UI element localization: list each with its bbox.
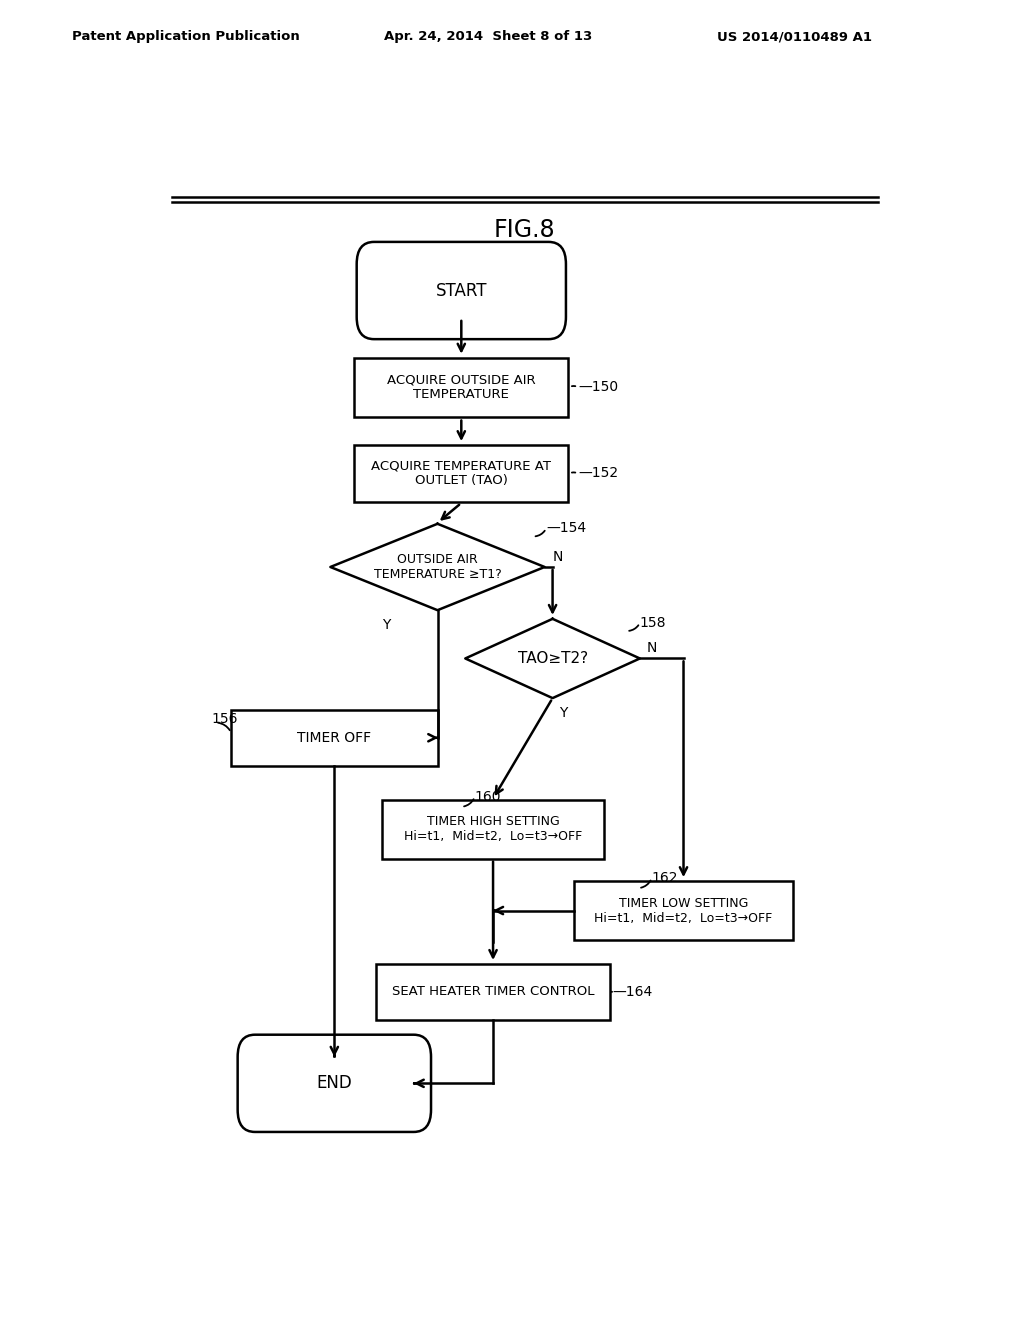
Text: —164: —164	[612, 985, 652, 999]
Text: TIMER HIGH SETTING
Hi=t1,  Mid=t2,  Lo=t3→OFF: TIMER HIGH SETTING Hi=t1, Mid=t2, Lo=t3→…	[403, 816, 583, 843]
Text: 160: 160	[475, 789, 502, 804]
Text: TIMER LOW SETTING
Hi=t1,  Mid=t2,  Lo=t3→OFF: TIMER LOW SETTING Hi=t1, Mid=t2, Lo=t3→O…	[594, 896, 773, 924]
Bar	[382, 800, 604, 859]
Text: Apr. 24, 2014  Sheet 8 of 13: Apr. 24, 2014 Sheet 8 of 13	[384, 30, 592, 44]
Text: —150: —150	[578, 380, 618, 395]
Text: US 2014/0110489 A1: US 2014/0110489 A1	[717, 30, 871, 44]
Text: FIG.8: FIG.8	[494, 218, 556, 242]
Text: OUTSIDE AIR
TEMPERATURE ≥T1?: OUTSIDE AIR TEMPERATURE ≥T1?	[374, 553, 502, 581]
Text: N: N	[553, 550, 563, 564]
Text: 158: 158	[640, 616, 667, 630]
Bar	[354, 445, 568, 502]
Text: —152: —152	[578, 466, 618, 480]
Text: 162: 162	[652, 871, 678, 884]
Text: —154: —154	[546, 521, 587, 536]
Text: END: END	[316, 1074, 352, 1093]
FancyBboxPatch shape	[356, 242, 566, 339]
Text: START: START	[435, 281, 487, 300]
FancyBboxPatch shape	[238, 1035, 431, 1133]
Bar	[376, 964, 610, 1020]
Text: SEAT HEATER TIMER CONTROL: SEAT HEATER TIMER CONTROL	[392, 985, 594, 998]
Text: TAO≥T2?: TAO≥T2?	[517, 651, 588, 667]
Bar	[574, 880, 793, 940]
Text: ACQUIRE OUTSIDE AIR
TEMPERATURE: ACQUIRE OUTSIDE AIR TEMPERATURE	[387, 374, 536, 401]
Text: TIMER OFF: TIMER OFF	[297, 731, 372, 744]
Bar	[354, 358, 568, 417]
Text: Patent Application Publication: Patent Application Publication	[72, 30, 299, 44]
Text: ACQUIRE TEMPERATURE AT
OUTLET (TAO): ACQUIRE TEMPERATURE AT OUTLET (TAO)	[372, 459, 551, 487]
Bar	[231, 710, 437, 766]
Text: Y: Y	[559, 706, 567, 721]
Text: 156: 156	[211, 713, 238, 726]
Text: Y: Y	[382, 619, 390, 632]
Text: N: N	[646, 642, 656, 655]
